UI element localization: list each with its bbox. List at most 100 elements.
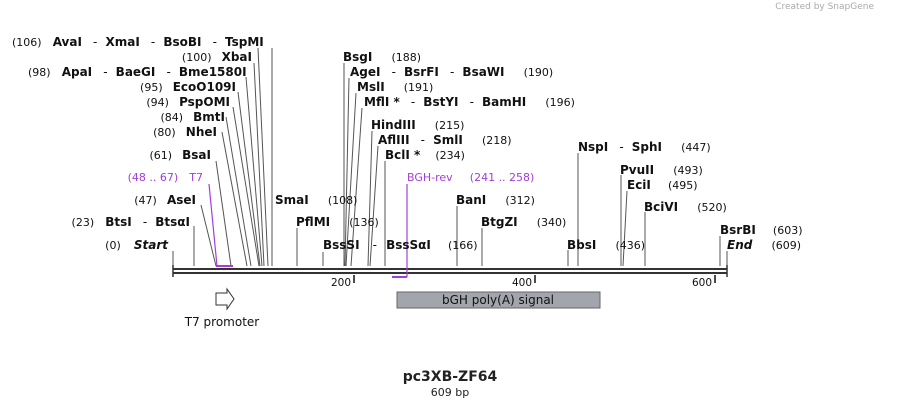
enzyme-name: HindIII xyxy=(371,118,416,132)
enzyme-bmti[interactable]: (84) BmtI xyxy=(160,106,225,125)
svg-text:SmaI (108): SmaI (108) xyxy=(275,189,357,208)
enzyme-group-mfli[interactable]: MflI * - BstYI - BamHI (196) xyxy=(364,91,575,110)
svg-text:BanI (312): BanI (312) xyxy=(456,189,535,208)
enzyme-name: TspMI xyxy=(225,35,264,49)
enzyme-pspomi[interactable]: (94) PspOMI xyxy=(146,91,230,110)
enzyme-name: EcoO109I xyxy=(173,80,236,94)
enzyme-separator: - xyxy=(213,35,217,49)
primer-t7[interactable] xyxy=(208,183,233,267)
enzyme-btgzi[interactable]: BtgZI (340) xyxy=(481,211,566,230)
enzyme-bcli[interactable]: BclI * (234) xyxy=(385,144,465,163)
enzyme-bsrbi[interactable]: BsrBI (603) xyxy=(720,219,803,238)
enzyme-pvuii[interactable]: PvuII (493) xyxy=(620,159,703,178)
primer-name: BGH-rev xyxy=(407,171,453,184)
enzyme-ecoo109i[interactable]: (95) EcoO109I xyxy=(140,76,236,95)
enzyme-pos: (215) xyxy=(435,119,465,132)
enzyme-bsai[interactable]: (61) BsaI xyxy=(149,144,211,163)
enzyme-name: BsaI xyxy=(182,148,211,162)
enzyme-name: BsrBI xyxy=(720,223,756,237)
enzyme-group-avai[interactable]: (106) AvaI - XmaI - BsoBI - TspMI xyxy=(12,31,264,50)
enzyme-pos: (95) xyxy=(140,81,163,94)
enzyme-hindiii[interactable]: HindIII (215) xyxy=(371,114,464,133)
enzyme-pos: (166) xyxy=(448,239,478,252)
enzyme-name: PvuII xyxy=(620,163,654,177)
enzyme-pos: (188) xyxy=(391,51,421,64)
primer-name: T7 xyxy=(188,171,203,184)
enzyme-separator: - xyxy=(392,65,396,79)
enzyme-pos: (190) xyxy=(524,66,554,79)
enzyme-msli[interactable]: MslI (191) xyxy=(357,76,433,95)
enzyme-group-afliii[interactable]: AflIII - SmlI (218) xyxy=(378,129,512,148)
svg-text:PvuII (493): PvuII (493) xyxy=(620,159,703,178)
sequence-backbone xyxy=(172,265,728,277)
enzyme-separator: - xyxy=(143,215,147,229)
ruler: 200 400 600 xyxy=(331,275,716,289)
enzyme-pos: (234) xyxy=(435,149,465,162)
svg-text:(0) Start: (0) Start xyxy=(105,234,169,253)
enzyme-bani[interactable]: BanI (312) xyxy=(456,189,535,208)
enzyme-bbsi[interactable]: BbsI (436) xyxy=(567,234,645,253)
svg-text:BclI * (234): BclI * (234) xyxy=(385,144,465,163)
enzyme-group-nspi[interactable]: NspI - SphI (447) xyxy=(578,136,711,155)
enzyme-name: BtsαI xyxy=(155,215,190,229)
enzyme-pos: (100) xyxy=(182,51,212,64)
enzyme-pos: (23) xyxy=(72,216,95,229)
svg-text:(47) AseI: (47) AseI xyxy=(134,189,196,208)
enzyme-pos: (312) xyxy=(505,194,535,207)
enzyme-group-bsssi[interactable]: BssSI - BssSαI (166) xyxy=(323,234,478,253)
enzyme-pos: (495) xyxy=(668,179,698,192)
enzyme-pos: (61) xyxy=(149,149,172,162)
svg-text:(61) BsaI: (61) BsaI xyxy=(149,144,211,163)
svg-text:(80) NheI: (80) NheI xyxy=(153,121,217,140)
enzyme-name: AseI xyxy=(167,193,196,207)
enzyme-pos: (447) xyxy=(681,141,711,154)
enzyme-nhei[interactable]: (80) NheI xyxy=(153,121,217,140)
feature-bgh-polya[interactable]: bGH poly(A) signal xyxy=(396,291,601,309)
enzyme-name: SmlI xyxy=(433,133,463,147)
svg-text:PflMI (136): PflMI (136) xyxy=(296,211,379,230)
enzyme-name: AgeI xyxy=(350,65,380,79)
enzyme-bsgi[interactable]: BsgI (188) xyxy=(343,46,421,65)
enzyme-pos: (340) xyxy=(537,216,567,229)
enzyme-pflmi[interactable]: PflMI (136) xyxy=(296,211,379,230)
enzyme-asei[interactable]: (47) AseI xyxy=(134,189,196,208)
enzyme-name: BclI * xyxy=(385,148,421,162)
primer-label-bgh-rev[interactable]: BGH-rev (241 .. 258) xyxy=(407,166,534,185)
enzyme-name: SphI xyxy=(632,140,662,154)
enzyme-name: BbsI xyxy=(567,238,596,252)
enzyme-name: BsrFI xyxy=(404,65,439,79)
primer-label-t7[interactable]: (48 .. 67) T7 xyxy=(128,166,203,185)
svg-text:(100) XbaI: (100) XbaI xyxy=(182,46,252,65)
svg-text:(98) ApaI -: (98) ApaI - BaeGI - Bme1580I xyxy=(28,61,247,80)
enzyme-name: BstYI xyxy=(423,95,458,109)
svg-text:BsgI (188): BsgI (188) xyxy=(343,46,421,65)
svg-text:BGH-rev (241 .. 258): BGH-rev (241 .. 258) xyxy=(407,166,534,185)
enzyme-pos: (84) xyxy=(160,111,183,124)
enzyme-group-agei[interactable]: AgeI - BsrFI - BsaWI (190) xyxy=(350,61,553,80)
feature-t7-promoter[interactable]: T7 promoter xyxy=(184,287,260,329)
svg-text:BtgZI (340): BtgZI (340) xyxy=(481,211,566,230)
enzyme-smai[interactable]: SmaI (108) xyxy=(275,189,357,208)
enzyme-group-btsi[interactable]: (23) BtsI - BtsαI xyxy=(72,211,190,230)
svg-text:End (609): End (609) xyxy=(727,234,801,253)
enzyme-ecii[interactable]: EciI (495) xyxy=(627,174,698,193)
enzyme-name: BanI xyxy=(456,193,486,207)
plasmid-length: 609 bp xyxy=(430,386,470,399)
primer-bgh-rev[interactable] xyxy=(392,184,408,278)
enzyme-group-apai[interactable]: (98) ApaI - BaeGI - Bme1580I xyxy=(28,61,247,80)
enzyme-name: EciI xyxy=(627,178,651,192)
enzyme-separator: - xyxy=(421,133,425,147)
enzyme-name: MslI xyxy=(357,80,385,94)
enzyme-separator: - xyxy=(450,65,454,79)
enzyme-separator: - xyxy=(151,35,155,49)
enzyme-name: AvaI xyxy=(53,35,82,49)
svg-text:AgeI - BsrFI: AgeI - BsrFI - BsaWI (190) xyxy=(350,61,553,80)
enzyme-name: MflI * xyxy=(364,95,400,109)
sequence-end: End (609) xyxy=(727,234,801,253)
enzyme-name: BtsI xyxy=(105,215,132,229)
enzyme-name: BsaWI xyxy=(462,65,504,79)
enzyme-bcivi[interactable]: BciVI (520) xyxy=(644,196,727,215)
enzyme-xbai[interactable]: (100) XbaI xyxy=(182,46,252,65)
plasmid-title: pc3XB-ZF64 xyxy=(402,369,498,385)
svg-text:BsrBI (603): BsrBI (603) xyxy=(720,219,803,238)
